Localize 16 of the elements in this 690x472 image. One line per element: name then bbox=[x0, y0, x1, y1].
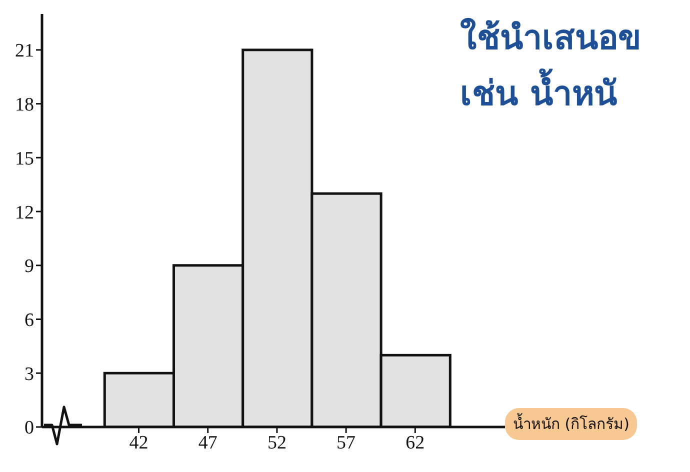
y-tick-label: 18 bbox=[15, 94, 34, 116]
y-tick-label: 9 bbox=[24, 256, 34, 278]
x-tick-label: 42 bbox=[129, 432, 148, 454]
x-tick-label: 57 bbox=[336, 432, 356, 454]
y-tick-label: 3 bbox=[24, 364, 34, 385]
x-tick-label: 52 bbox=[267, 432, 286, 454]
y-tick-label: 15 bbox=[15, 148, 34, 170]
annotation: ใช้นำเสนอข bbox=[460, 16, 641, 60]
annotation: เช่น น้ำหนั bbox=[460, 68, 617, 116]
y-tick-label: 12 bbox=[15, 202, 34, 224]
x-tick-label: 47 bbox=[198, 432, 218, 454]
y-tick-label: 0 bbox=[24, 418, 34, 439]
y-tick-label: 21 bbox=[15, 40, 34, 62]
x-axis-title: น้ำหนัก (กิโลกรัม) bbox=[505, 408, 638, 440]
x-tick-label: 62 bbox=[406, 432, 425, 454]
y-tick-label: 6 bbox=[24, 310, 34, 332]
